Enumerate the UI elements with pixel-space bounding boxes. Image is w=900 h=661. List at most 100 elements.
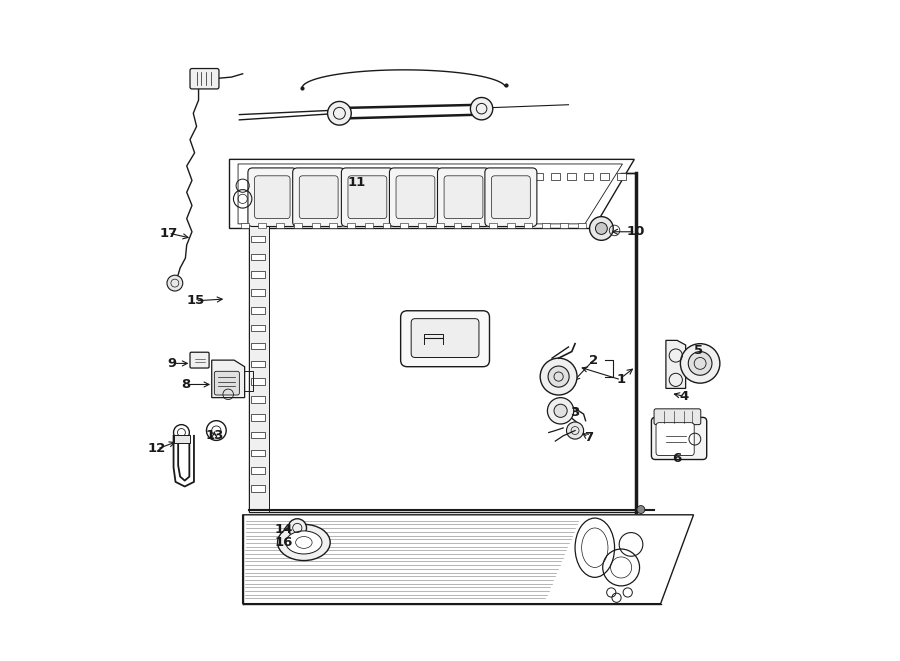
FancyBboxPatch shape — [396, 176, 435, 219]
FancyBboxPatch shape — [652, 417, 707, 459]
FancyBboxPatch shape — [190, 69, 219, 89]
FancyBboxPatch shape — [250, 342, 265, 349]
FancyBboxPatch shape — [250, 182, 265, 189]
FancyBboxPatch shape — [240, 223, 248, 229]
FancyBboxPatch shape — [214, 371, 239, 395]
FancyBboxPatch shape — [250, 485, 265, 492]
FancyBboxPatch shape — [248, 168, 297, 227]
FancyBboxPatch shape — [501, 173, 510, 180]
FancyBboxPatch shape — [507, 223, 515, 229]
FancyBboxPatch shape — [250, 378, 265, 385]
Circle shape — [548, 366, 569, 387]
Polygon shape — [230, 159, 634, 229]
FancyBboxPatch shape — [452, 173, 461, 180]
FancyBboxPatch shape — [680, 358, 704, 369]
FancyBboxPatch shape — [364, 223, 373, 229]
FancyBboxPatch shape — [311, 223, 320, 229]
Circle shape — [566, 422, 583, 439]
FancyBboxPatch shape — [418, 223, 426, 229]
FancyBboxPatch shape — [382, 223, 391, 229]
FancyBboxPatch shape — [437, 168, 490, 227]
FancyBboxPatch shape — [578, 223, 586, 229]
Text: 15: 15 — [186, 294, 204, 307]
FancyBboxPatch shape — [560, 223, 568, 229]
FancyBboxPatch shape — [300, 176, 338, 219]
Polygon shape — [243, 515, 694, 603]
Text: 14: 14 — [274, 523, 293, 536]
FancyBboxPatch shape — [616, 173, 625, 180]
Text: 12: 12 — [148, 442, 166, 455]
FancyBboxPatch shape — [518, 173, 527, 180]
FancyBboxPatch shape — [400, 223, 409, 229]
FancyBboxPatch shape — [353, 173, 363, 180]
Circle shape — [540, 358, 577, 395]
FancyBboxPatch shape — [347, 223, 355, 229]
Circle shape — [167, 275, 183, 291]
Circle shape — [288, 519, 307, 537]
FancyBboxPatch shape — [250, 272, 265, 278]
FancyBboxPatch shape — [468, 173, 478, 180]
FancyBboxPatch shape — [600, 173, 609, 180]
Ellipse shape — [286, 531, 322, 554]
FancyBboxPatch shape — [250, 360, 265, 367]
Text: 2: 2 — [589, 354, 598, 367]
Circle shape — [680, 344, 720, 383]
FancyBboxPatch shape — [491, 176, 530, 219]
FancyBboxPatch shape — [250, 325, 265, 331]
FancyBboxPatch shape — [485, 168, 537, 227]
FancyBboxPatch shape — [386, 173, 395, 180]
FancyBboxPatch shape — [535, 173, 544, 180]
FancyBboxPatch shape — [250, 396, 265, 403]
Circle shape — [688, 352, 712, 375]
Circle shape — [554, 405, 567, 417]
FancyBboxPatch shape — [304, 173, 313, 180]
Polygon shape — [212, 360, 245, 398]
FancyBboxPatch shape — [654, 408, 701, 424]
Text: 8: 8 — [181, 378, 190, 391]
FancyBboxPatch shape — [400, 311, 490, 367]
Circle shape — [547, 398, 573, 424]
Text: 10: 10 — [626, 225, 644, 238]
FancyBboxPatch shape — [348, 176, 387, 219]
Text: 4: 4 — [679, 390, 688, 403]
Text: 11: 11 — [347, 176, 365, 189]
FancyBboxPatch shape — [472, 223, 479, 229]
FancyBboxPatch shape — [255, 176, 290, 219]
FancyBboxPatch shape — [551, 173, 560, 180]
FancyBboxPatch shape — [411, 319, 479, 358]
FancyBboxPatch shape — [292, 168, 345, 227]
Text: 6: 6 — [672, 452, 681, 465]
Text: 7: 7 — [584, 430, 593, 444]
FancyBboxPatch shape — [402, 173, 412, 180]
FancyBboxPatch shape — [250, 218, 265, 225]
Circle shape — [471, 97, 493, 120]
Circle shape — [596, 223, 608, 235]
Polygon shape — [666, 340, 686, 389]
Circle shape — [637, 506, 644, 514]
FancyBboxPatch shape — [190, 352, 209, 368]
Text: 9: 9 — [167, 357, 176, 370]
FancyBboxPatch shape — [271, 173, 280, 180]
Text: 13: 13 — [205, 429, 223, 442]
FancyBboxPatch shape — [583, 173, 593, 180]
FancyBboxPatch shape — [250, 432, 265, 438]
FancyBboxPatch shape — [337, 173, 346, 180]
Circle shape — [590, 217, 613, 241]
Text: 16: 16 — [274, 536, 293, 549]
FancyBboxPatch shape — [320, 173, 329, 180]
Text: 3: 3 — [571, 407, 580, 419]
Ellipse shape — [277, 524, 330, 561]
FancyBboxPatch shape — [436, 173, 445, 180]
FancyBboxPatch shape — [567, 173, 576, 180]
Polygon shape — [249, 173, 635, 512]
FancyBboxPatch shape — [250, 236, 265, 243]
FancyBboxPatch shape — [250, 449, 265, 456]
FancyBboxPatch shape — [294, 223, 302, 229]
FancyBboxPatch shape — [250, 467, 265, 474]
FancyBboxPatch shape — [436, 223, 444, 229]
FancyBboxPatch shape — [250, 254, 265, 260]
FancyBboxPatch shape — [250, 200, 265, 207]
FancyBboxPatch shape — [390, 168, 441, 227]
FancyBboxPatch shape — [525, 223, 533, 229]
FancyBboxPatch shape — [542, 223, 550, 229]
